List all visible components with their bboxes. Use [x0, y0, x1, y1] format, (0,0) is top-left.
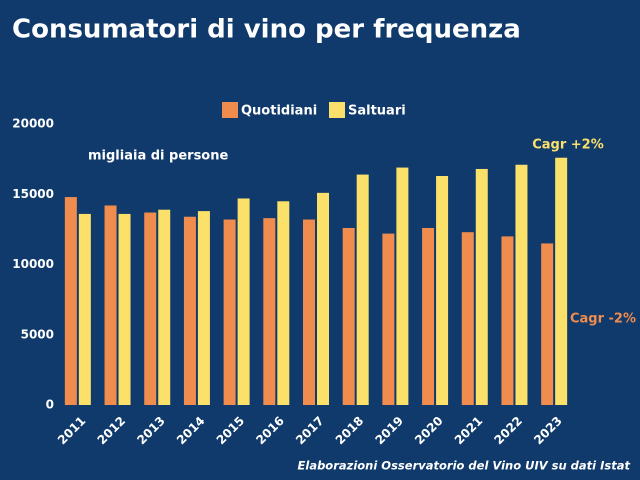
bar [515, 164, 528, 405]
annotation: Cagr -2% [570, 312, 636, 327]
bar [263, 218, 276, 405]
bar [237, 198, 250, 405]
y-tick-label: 20000 [12, 117, 54, 131]
bar [501, 236, 514, 405]
legend-label: Quotidiani [241, 104, 317, 119]
bar [317, 192, 329, 405]
bar [118, 213, 131, 405]
y-tick-label: 10000 [12, 257, 54, 271]
bar [197, 211, 210, 405]
bar [422, 227, 435, 405]
legend-swatch [222, 102, 238, 118]
bar [158, 209, 171, 405]
bar [436, 175, 449, 405]
bar [64, 197, 77, 405]
bar [461, 232, 474, 405]
annotation: Cagr +2% [532, 138, 604, 153]
bar [78, 213, 91, 405]
bar [382, 233, 395, 405]
y-tick-label: 15000 [12, 187, 54, 201]
chart-title: Consumatori di vino per frequenza [12, 15, 521, 45]
bar [555, 157, 568, 405]
bar [342, 227, 355, 405]
bar [104, 205, 117, 405]
bar [223, 219, 236, 405]
bar [183, 216, 196, 405]
y-tick-label: 5000 [21, 327, 54, 341]
y-tick-label: 0 [46, 398, 54, 412]
source: Elaborazioni Osservatorio del Vino UIV s… [298, 459, 631, 473]
bar [356, 174, 369, 405]
legend-swatch [329, 102, 345, 118]
bar [303, 219, 315, 405]
bar [396, 167, 409, 405]
bar [277, 201, 290, 405]
bar [541, 243, 554, 405]
legend-label: Saltuari [348, 104, 406, 119]
subtitle: migliaia di persone [88, 149, 228, 164]
bar [475, 168, 488, 405]
bar [144, 212, 157, 405]
